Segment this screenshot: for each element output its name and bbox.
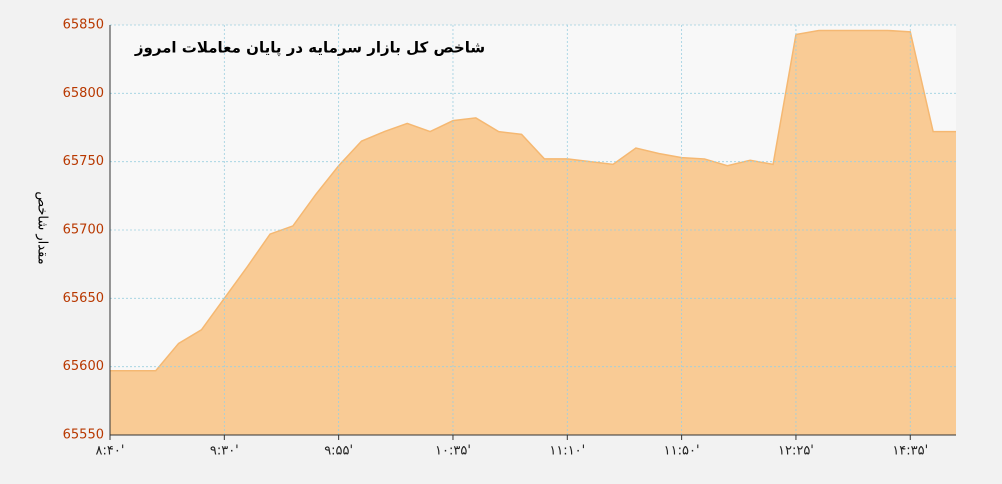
y-tick-label: 65550 (63, 428, 104, 443)
x-tick-label: ۹:۳۰' (210, 444, 239, 459)
y-axis-label: مقدار شاخص (35, 191, 50, 264)
chart-title: شاخص کل بازار سرمایه در پایان معاملات ام… (134, 39, 485, 58)
y-tick-label: 65850 (63, 18, 104, 33)
x-tick-label: ۱۲:۲۵' (778, 444, 814, 459)
area-line (110, 29, 956, 372)
area (110, 30, 956, 435)
y-tick-label: 65600 (63, 359, 104, 374)
x-tick-label: ۱۱:۱۰' (549, 444, 585, 459)
x-tick-label: ۱۴:۳۵' (892, 444, 928, 459)
x-tick-label: ۹:۵۵' (324, 444, 353, 459)
y-tick-label: 65700 (63, 223, 104, 238)
x-tick-label: ۱۱:۵۰' (664, 444, 700, 459)
y-tick-label: 65800 (63, 86, 104, 101)
x-tick-label: ۸:۴۰' (96, 444, 125, 459)
y-tick-label: 65750 (63, 154, 104, 169)
x-tick-label: ۱۰:۳۵' (435, 444, 471, 459)
y-tick-label: 65650 (63, 291, 104, 306)
